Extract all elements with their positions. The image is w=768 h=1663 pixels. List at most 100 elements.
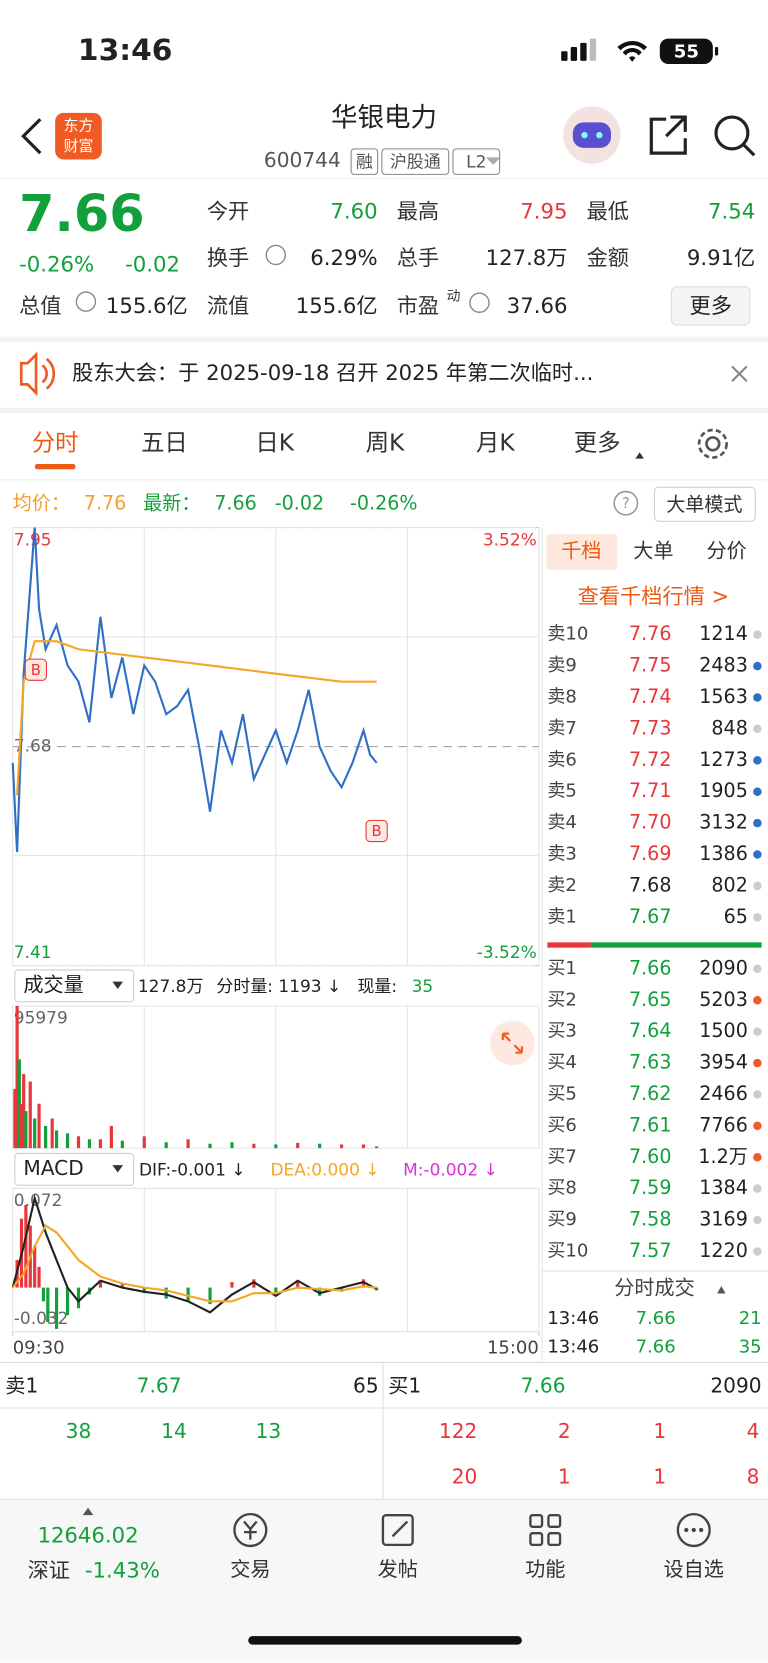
field-value: 127.8万	[486, 246, 568, 271]
field-label: 总手	[397, 246, 439, 271]
notice-text[interactable]: 股东大会：于 2025-09-18 召开 2025 年第二次临时...	[72, 361, 593, 386]
book-dot	[753, 850, 762, 859]
current-volume: 35	[412, 977, 434, 997]
bar	[19, 1103, 24, 1149]
y-tick-label: 95979	[14, 1009, 68, 1029]
tab[interactable]: 日K	[255, 428, 294, 456]
latest-change: -0.02	[275, 492, 324, 515]
book-tab[interactable]: 大单	[633, 538, 673, 562]
more-button[interactable]: 更多	[690, 294, 732, 319]
tab[interactable]: 周K	[366, 428, 405, 456]
book-price: 7.61	[629, 1113, 671, 1136]
x-tick-label: 09:30	[13, 1338, 65, 1359]
book-level: 买9	[547, 1209, 576, 1230]
trade-marker-bg	[24, 658, 47, 681]
bar	[142, 1287, 146, 1294]
book-tab[interactable]: 分价	[706, 538, 746, 562]
mode-button-bg[interactable]	[653, 486, 756, 522]
y-tick-label: -0.032	[14, 1309, 69, 1329]
bar	[109, 1125, 113, 1149]
book-dot	[753, 881, 762, 891]
bar	[87, 1139, 92, 1149]
bar	[28, 1081, 32, 1149]
book-dot	[753, 818, 762, 828]
field-label: 金额	[587, 246, 629, 271]
change: -0.02	[125, 253, 180, 278]
index-arrow	[82, 1507, 94, 1516]
logo-text: 财富	[64, 137, 94, 155]
legend-entry: M:-0.002 ↓	[403, 1160, 498, 1180]
search-button[interactable]	[714, 115, 756, 157]
bar	[54, 1130, 59, 1149]
dropdown-arrow	[485, 157, 501, 165]
more-button-bg[interactable]	[670, 286, 751, 326]
field-value: 155.6亿	[106, 294, 188, 319]
nav-item[interactable]: 发帖	[378, 1557, 418, 1581]
book-dot	[753, 1153, 762, 1162]
nav-item[interactable]: 功能	[525, 1557, 565, 1581]
close-notice[interactable]	[731, 365, 748, 382]
tab[interactable]: 分时	[32, 428, 79, 456]
book-volume: 1563	[699, 685, 748, 708]
bar	[230, 1282, 234, 1288]
book-volume: 3169	[699, 1208, 748, 1231]
book-level: 卖5	[547, 781, 576, 802]
book-price: 7.74	[629, 685, 671, 708]
level1-volume: 65	[353, 1373, 379, 1397]
bar	[120, 1283, 124, 1288]
latest-value: 7.66	[214, 492, 256, 515]
book-level: 卖3	[547, 844, 576, 865]
settings-button[interactable]	[697, 428, 728, 459]
book-price: 7.66	[629, 956, 671, 979]
book-volume: 2090	[699, 956, 748, 979]
level1-label: 买1	[388, 1373, 421, 1397]
back-button[interactable]	[21, 118, 42, 155]
help-icon[interactable]: ?	[613, 490, 639, 516]
field-value: 7.60	[330, 200, 377, 225]
book-dot	[753, 913, 762, 922]
mode-button[interactable]: 大单模式	[666, 493, 742, 516]
expand-button[interactable]	[490, 1020, 535, 1066]
ratio-buy	[590, 942, 762, 948]
latest-label: 最新：	[143, 492, 200, 515]
nav-item[interactable]: 设自选	[664, 1557, 724, 1581]
field-label: 最高	[397, 200, 439, 225]
bar	[98, 1280, 103, 1288]
nav-item[interactable]: 交易	[230, 1557, 270, 1581]
bar	[44, 1125, 48, 1149]
book-volume: 5203	[699, 988, 748, 1011]
trade-marker: B	[372, 822, 382, 840]
tab[interactable]: 月K	[476, 428, 515, 456]
indicator-select[interactable]	[14, 969, 135, 1003]
logo-text: 东方	[64, 117, 94, 135]
book-level: 卖10	[547, 624, 588, 645]
book-level: 卖2	[547, 875, 576, 896]
field-label: 换手	[207, 246, 249, 271]
tab[interactable]: 五日	[141, 428, 188, 456]
tab[interactable]: 更多	[574, 428, 621, 456]
trades-title: 分时成交	[614, 1276, 695, 1300]
queue-order: 14	[161, 1419, 187, 1443]
section-gap	[0, 336, 768, 342]
indicator-select[interactable]	[14, 1152, 135, 1186]
book-price: 7.73	[629, 716, 671, 739]
bar	[33, 1246, 37, 1288]
book-price: 7.72	[629, 748, 671, 771]
bar	[22, 1074, 26, 1149]
book-link[interactable]: 查看千档行情 >	[578, 585, 730, 610]
bar	[186, 1287, 190, 1302]
home-indicator	[248, 1636, 522, 1645]
book-tab[interactable]: 千档	[561, 538, 601, 562]
trade-price: 7.66	[636, 1308, 676, 1329]
more-arrow	[635, 452, 644, 459]
status-icons	[561, 38, 719, 65]
bar	[15, 1005, 19, 1149]
assistant-avatar[interactable]	[563, 106, 621, 164]
bar	[65, 1133, 70, 1149]
y-tick-label: 7.68	[14, 737, 52, 757]
active-tab-bg	[546, 533, 618, 571]
book-dot	[753, 1027, 762, 1036]
share-button[interactable]	[649, 115, 687, 155]
book-volume: 65	[724, 905, 748, 928]
